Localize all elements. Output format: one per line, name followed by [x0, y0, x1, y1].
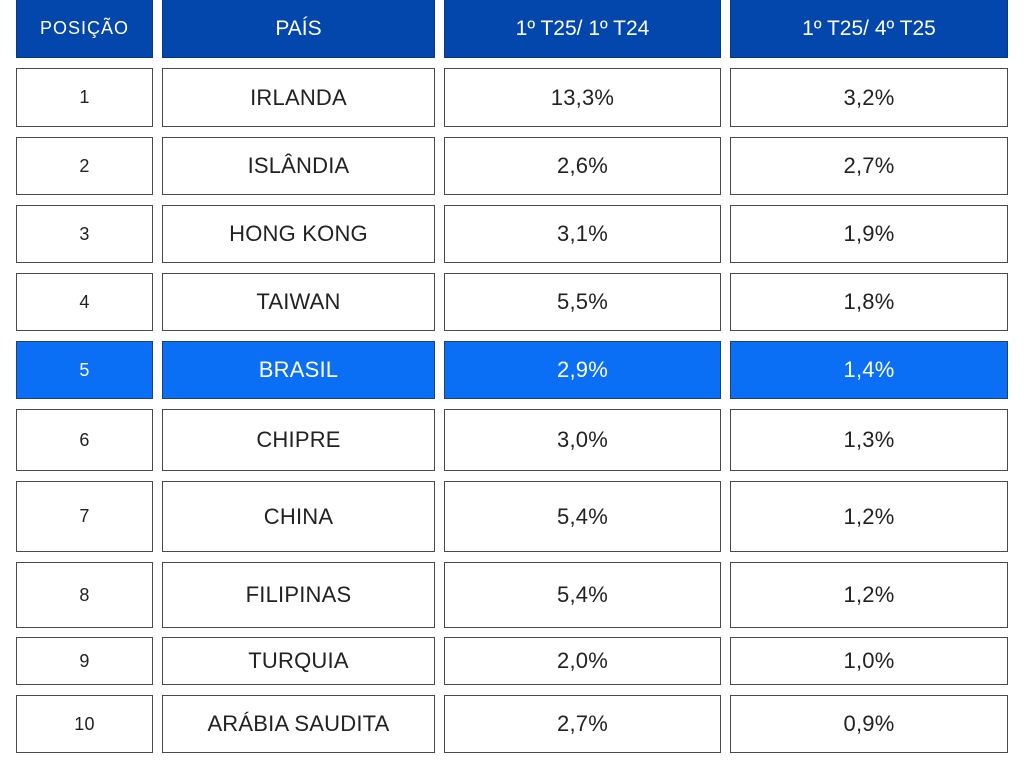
cell-country: HONG KONG [162, 205, 435, 263]
cell-position: 4 [16, 273, 153, 331]
cell-qoq: 1,3% [730, 409, 1008, 471]
cell-qoq: 1,0% [730, 637, 1008, 685]
header-country: PAÍS [162, 0, 435, 58]
cell-yoy: 5,4% [444, 481, 721, 552]
cell-position: 10 [16, 695, 153, 753]
cell-position: 5 [16, 341, 153, 399]
cell-country: ARÁBIA SAUDITA [162, 695, 435, 753]
cell-position: 1 [16, 68, 153, 127]
cell-country: ISLÂNDIA [162, 137, 435, 195]
header-position: POSIÇÃO [16, 0, 153, 58]
cell-country: CHINA [162, 481, 435, 552]
cell-yoy: 3,0% [444, 409, 721, 471]
cell-qoq: 1,4% [730, 341, 1008, 399]
cell-yoy: 5,5% [444, 273, 721, 331]
cell-country: TURQUIA [162, 637, 435, 685]
cell-position: 3 [16, 205, 153, 263]
cell-yoy: 13,3% [444, 68, 721, 127]
cell-position: 9 [16, 637, 153, 685]
cell-position: 6 [16, 409, 153, 471]
cell-yoy: 2,6% [444, 137, 721, 195]
cell-yoy: 2,9% [444, 341, 721, 399]
cell-country: BRASIL [162, 341, 435, 399]
cell-position: 2 [16, 137, 153, 195]
cell-position: 8 [16, 562, 153, 628]
cell-qoq: 2,7% [730, 137, 1008, 195]
cell-yoy: 3,1% [444, 205, 721, 263]
cell-country: FILIPINAS [162, 562, 435, 628]
header-qoq: 1º T25/ 4º T25 [730, 0, 1008, 58]
cell-qoq: 1,2% [730, 562, 1008, 628]
cell-qoq: 1,2% [730, 481, 1008, 552]
cell-country: CHIPRE [162, 409, 435, 471]
cell-qoq: 3,2% [730, 68, 1008, 127]
cell-position: 7 [16, 481, 153, 552]
cell-qoq: 1,9% [730, 205, 1008, 263]
header-yoy: 1º T25/ 1º T24 [444, 0, 721, 58]
cell-yoy: 5,4% [444, 562, 721, 628]
cell-qoq: 1,8% [730, 273, 1008, 331]
cell-country: IRLANDA [162, 68, 435, 127]
cell-qoq: 0,9% [730, 695, 1008, 753]
cell-yoy: 2,7% [444, 695, 721, 753]
cell-yoy: 2,0% [444, 637, 721, 685]
cell-country: TAIWAN [162, 273, 435, 331]
